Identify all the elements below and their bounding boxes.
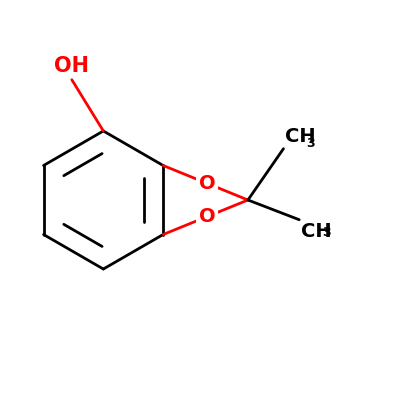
Text: CH: CH — [286, 126, 316, 146]
Text: OH: OH — [54, 56, 89, 76]
Text: O: O — [199, 207, 216, 226]
Text: 3: 3 — [306, 137, 314, 150]
Text: 3: 3 — [322, 226, 330, 240]
Text: CH: CH — [301, 222, 332, 241]
Text: O: O — [199, 174, 216, 193]
